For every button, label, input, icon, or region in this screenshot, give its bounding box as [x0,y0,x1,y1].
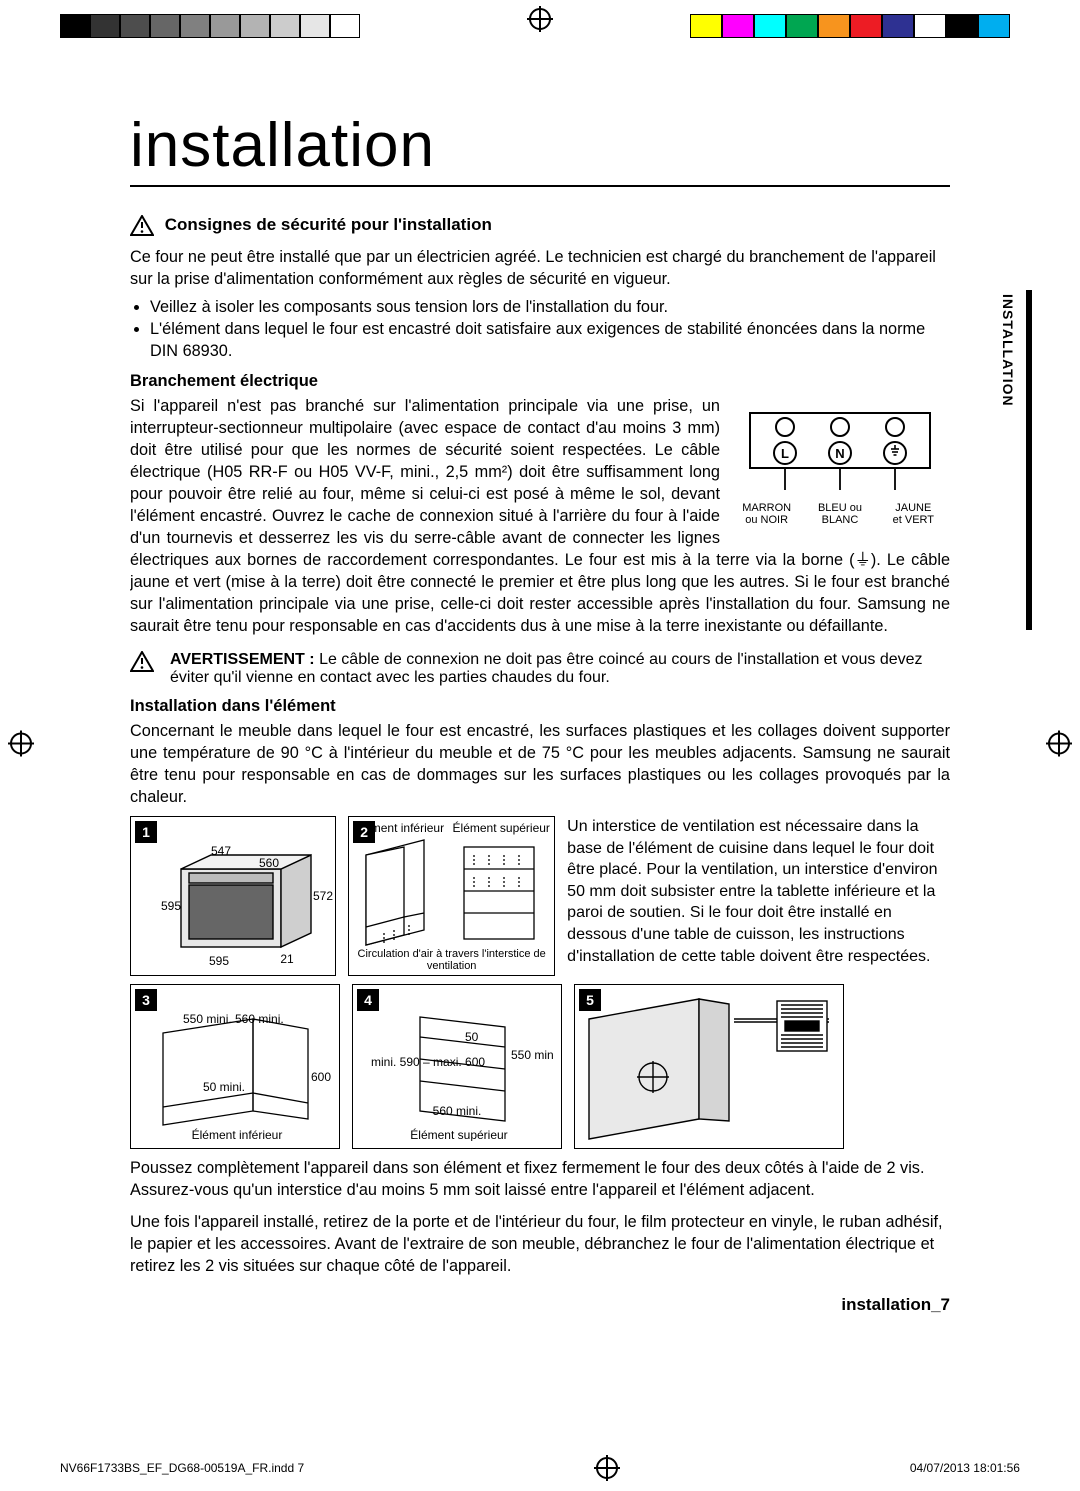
svg-text:L: L [781,446,789,461]
intro-paragraph: Ce four ne peut être installé que par un… [130,246,950,290]
svg-text:547: 547 [211,845,231,858]
registration-mark-bottom [596,1457,618,1479]
screw-fixing-drawing [579,989,839,1144]
svg-text:550 mini.: 550 mini. [511,1048,553,1062]
warning-block: AVERTISSEMENT : Le câble de connexion ne… [130,651,950,687]
svg-text:mini. 590 – maxi. 600: mini. 590 – maxi. 600 [371,1055,485,1069]
print-timestamp: 04/07/2013 18:01:56 [910,1461,1020,1475]
install-body: Concernant le meuble dans lequel le four… [130,720,950,808]
side-index-bar [1026,290,1032,630]
bullet: Veillez à isoler les composants sous ten… [150,296,950,318]
warning-icon [130,651,154,672]
print-filename: NV66F1733BS_EF_DG68-00519A_FR.indd 7 [60,1461,304,1475]
diagram-4: 4 mini. 590 – maxi. 600 50 550 mini. 560… [352,984,562,1149]
oven-dimensions-drawing: 547 560 595 572 595 21 [159,845,334,973]
svg-text:572: 572 [313,889,333,903]
diagram-2: 2 Élément inférieur Élément supérieur [348,816,555,976]
diagram-row-2: 3 550 mini. 560 mini. 50 mini. 600 mini.… [130,984,950,1149]
warning-label: AVERTISSEMENT : [170,651,315,668]
ventilation-text: Un interstice de ventilation est nécessa… [567,816,950,976]
page-footer: installation_7 [130,1295,950,1315]
svg-text:560 mini.: 560 mini. [235,1012,284,1026]
svg-text:550 mini.: 550 mini. [183,1012,232,1026]
svg-text:Élément inférieur: Élément inférieur [192,1127,283,1141]
svg-text:N: N [835,446,844,461]
diagram-row-1: 1 547 560 595 572 595 21 2 Élémen [130,816,950,976]
registration-mark-top [529,8,551,35]
push-paragraph: Poussez complètement l'appareil dans son… [130,1157,950,1201]
diagram-3: 3 550 mini. 560 mini. 50 mini. 600 mini.… [130,984,340,1149]
svg-text:Élément supérieur: Élément supérieur [410,1127,507,1141]
lower-cabinet-drawing: 550 mini. 560 mini. 50 mini. 600 mini. É… [143,1011,331,1141]
ventilation-drawing [354,835,554,950]
color-swatches-left [60,14,360,38]
safety-bullets: Veillez à isoler les composants sous ten… [130,296,950,362]
install-heading: Installation dans l'élément [130,697,950,716]
svg-text:50 mini.: 50 mini. [203,1080,245,1094]
diagram-5: 5 [574,984,844,1149]
color-swatches-right [690,14,1010,38]
page-content: installation INSTALLATION Consignes de s… [130,110,950,1381]
warning-icon [130,215,154,236]
safety-heading: Consignes de sécurité pour l'installatio… [130,215,950,236]
final-paragraph: Une fois l'appareil installé, retirez de… [130,1211,950,1277]
svg-text:595: 595 [209,954,229,968]
side-index-label: INSTALLATION [998,290,1018,411]
registration-mark-right [1048,732,1070,759]
registration-mark-left [10,732,32,759]
electrical-heading: Branchement électrique [130,372,950,391]
upper-cabinet-drawing: mini. 590 – maxi. 600 50 550 mini. 560 m… [365,1011,553,1141]
svg-text:21: 21 [280,952,294,966]
svg-text:50: 50 [465,1030,479,1044]
svg-text:600 mini.: 600 mini. [311,1070,331,1084]
diagram-1: 1 547 560 595 572 595 21 [130,816,336,976]
bullet: L'élément dans lequel le four est encast… [150,318,950,362]
terminal-block-diagram: L N [740,395,940,495]
page-title: installation [130,110,950,187]
print-footer: NV66F1733BS_EF_DG68-00519A_FR.indd 7 04/… [60,1457,1020,1479]
svg-text:560 mini.: 560 mini. [433,1104,482,1118]
svg-text:560: 560 [259,856,279,870]
wiring-figure: L N MARRONou NOIR BLEU ouBLANC JAUNEet V… [730,395,950,526]
svg-text:595: 595 [161,899,181,913]
safety-heading-text: Consignes de sécurité pour l'installatio… [165,215,492,234]
